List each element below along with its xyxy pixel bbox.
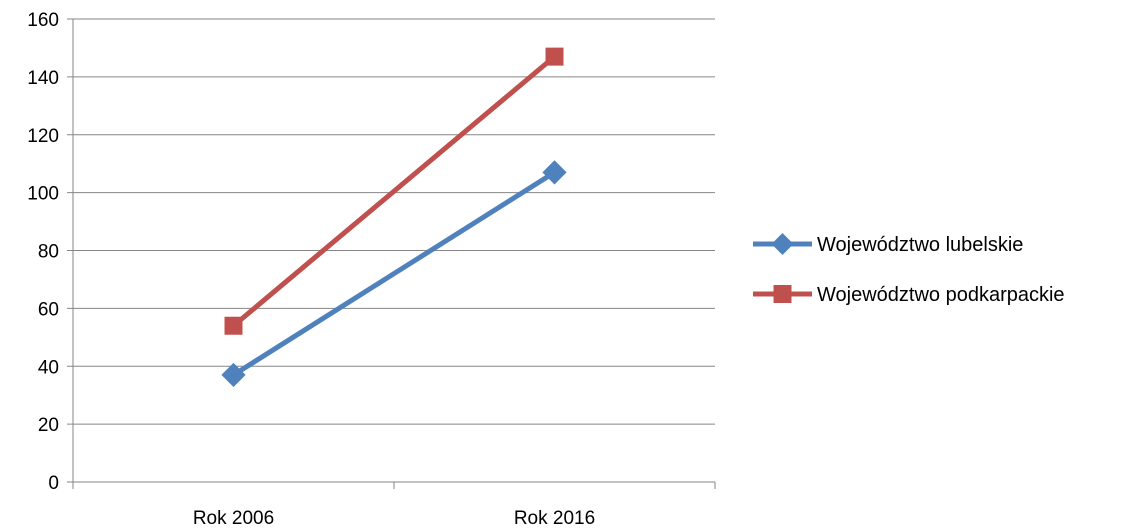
legend-swatch-marker (771, 233, 794, 255)
data-point (545, 47, 564, 66)
y-tick-label: 40 (38, 357, 59, 378)
x-axis-tick-labels: Rok 2006 Rok 2016 (193, 508, 595, 529)
series-lines (221, 47, 567, 388)
y-tick-label: 120 (27, 126, 59, 147)
x-tick-label: Rok 2006 (193, 508, 274, 529)
y-tick-label: 0 (48, 473, 59, 494)
y-tick-label: 60 (38, 299, 59, 320)
series-1 (221, 160, 567, 388)
legend-item: Województwo lubelskie (753, 233, 1023, 256)
y-tick-label: 140 (27, 68, 59, 89)
legend: Województwo lubelskie Województwo podkarp… (753, 233, 1065, 306)
y-tick-label: 100 (27, 184, 59, 205)
y-tick-label: 160 (27, 10, 59, 31)
data-point (224, 316, 243, 335)
series-line (231, 54, 557, 328)
data-point (221, 362, 246, 388)
axes (67, 18, 716, 489)
legend-item: Województwo podkarpackie (753, 284, 1065, 306)
legend-swatch-marker (773, 285, 792, 303)
y-tick-label: 20 (38, 415, 59, 436)
y-tick-label: 80 (38, 242, 59, 263)
gridlines (73, 18, 715, 425)
x-tick-label: Rok 2016 (514, 508, 595, 529)
y-axis-tick-labels: 0 20 40 60 80 100 120 140 160 (27, 10, 59, 494)
series-2 (224, 47, 564, 335)
legend-label: Województwo lubelskie (817, 234, 1023, 256)
data-point (542, 160, 567, 185)
series-line (232, 170, 556, 378)
legend-label: Województwo podkarpackie (817, 284, 1065, 306)
